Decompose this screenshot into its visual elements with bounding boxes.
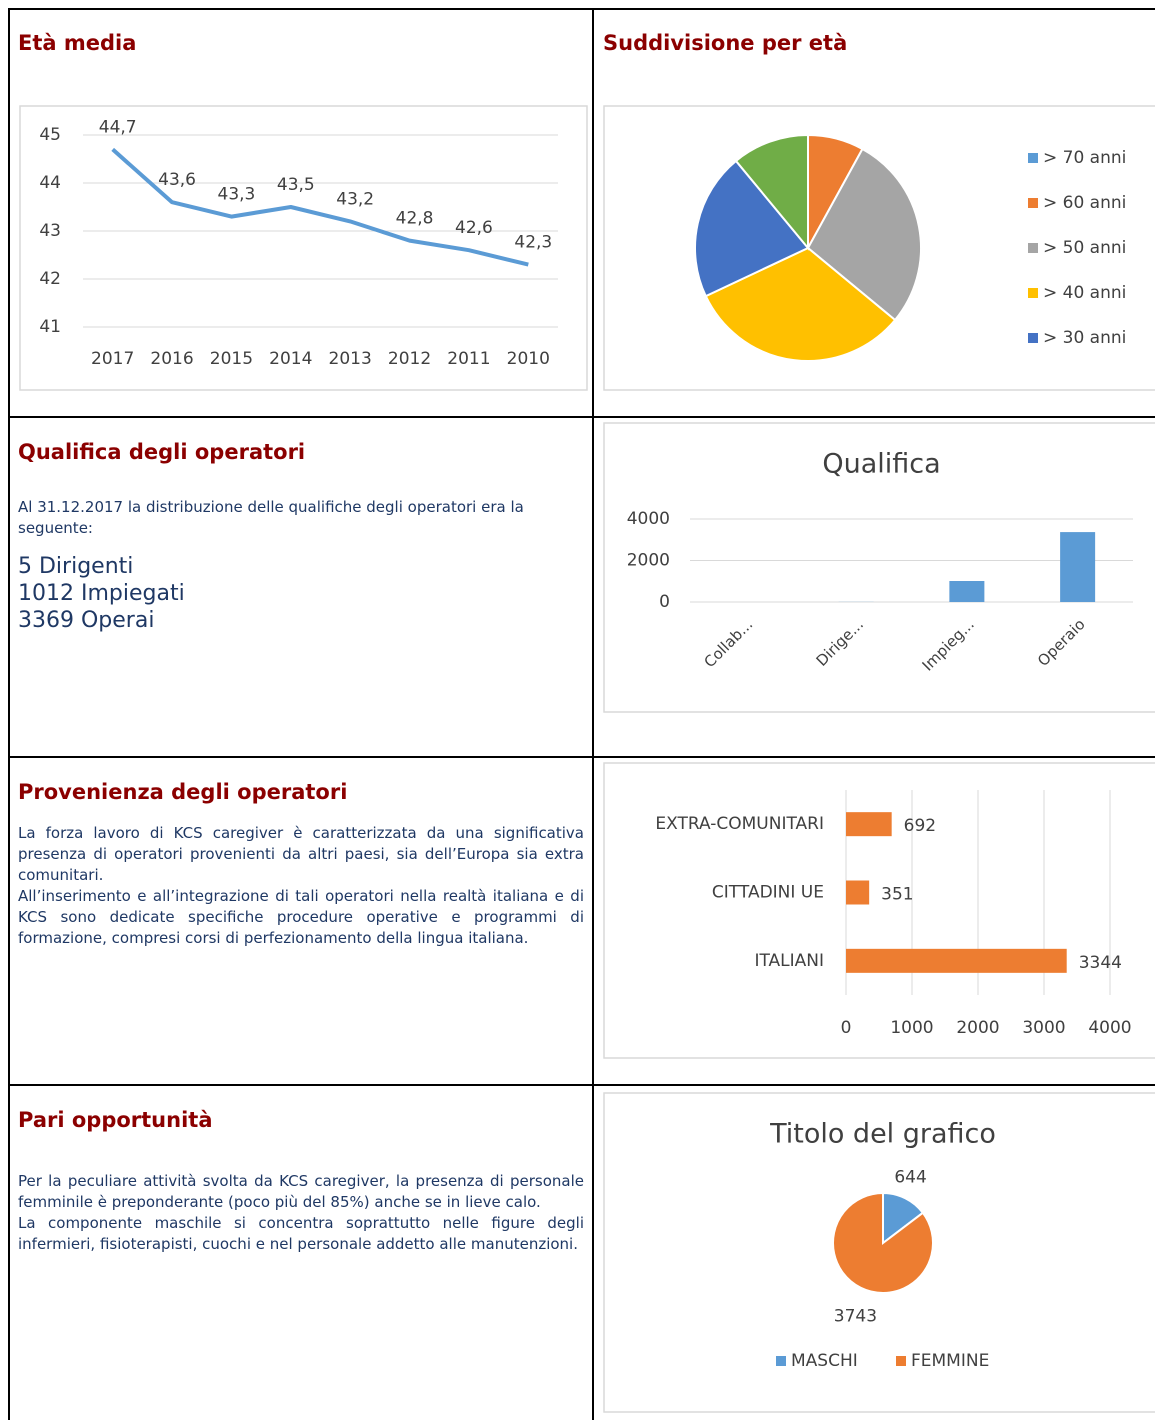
legend-swatch	[1028, 288, 1038, 298]
text: La forza lavoro di KCS caregiver è carat…	[18, 824, 584, 884]
y-tick-label: 41	[39, 317, 61, 337]
section-title: Provenienza degli operatori	[18, 780, 348, 804]
pie-slice	[694, 159, 810, 298]
section-title: Qualifica degli operatori	[18, 440, 306, 464]
item: 5 Dirigenti	[18, 554, 134, 579]
y-tick-label: EXTRA-COMUNITARI	[655, 814, 824, 834]
x-tick-label: Operaio	[1034, 615, 1089, 670]
x-tick-label: 3000	[1022, 1018, 1065, 1038]
data-label: 351	[881, 885, 913, 905]
text: All’inserimento e all’integrazione di ta…	[18, 887, 584, 947]
text: Al 31.12.2017 la distribuzione delle qua…	[18, 498, 524, 537]
x-tick-label: 2016	[150, 349, 193, 369]
data-label: 3344	[1079, 953, 1122, 973]
data-label: 43,5	[277, 175, 315, 195]
table-borders	[8, 8, 1155, 1420]
x-tick-label: Impieg...	[919, 615, 978, 674]
bar	[846, 812, 892, 837]
item: 3369 Operai	[18, 608, 155, 633]
x-tick-label: 2017	[91, 349, 134, 369]
legend-swatch	[896, 1356, 906, 1366]
legend-swatch	[1028, 243, 1038, 253]
legend-label: MASCHI	[791, 1351, 858, 1371]
text: La componente maschile si concentra sopr…	[18, 1214, 584, 1253]
x-tick-label: 2010	[507, 349, 550, 369]
x-tick-label: 2013	[329, 349, 372, 369]
bar	[846, 880, 870, 905]
x-tick-label: 2011	[447, 349, 490, 369]
legend-swatch	[1028, 153, 1038, 163]
data-label: 43,2	[336, 189, 374, 209]
data-label: 42,8	[396, 209, 434, 229]
chart-frames	[19, 105, 1155, 1413]
legend-swatch	[776, 1356, 786, 1366]
legend-label: FEMMINE	[911, 1351, 989, 1371]
x-tick-label: 0	[841, 1018, 852, 1038]
data-label: 42,3	[514, 233, 552, 253]
text: Per la peculiare attività svolta da KCS …	[18, 1172, 584, 1211]
x-tick-label: 2014	[269, 349, 312, 369]
x-tick-label: 1000	[890, 1018, 933, 1038]
chart-title: Qualifica	[822, 449, 940, 480]
x-tick-label: Collab...	[701, 615, 757, 671]
data-label: 3743	[834, 1307, 877, 1327]
pie-slice	[832, 1191, 934, 1294]
data-label: 692	[904, 816, 936, 836]
legend-label: > 30 anni	[1043, 328, 1126, 348]
x-tick-label: 2012	[388, 349, 431, 369]
paragraph: Per la peculiare attività svolta da KCS …	[18, 1171, 584, 1255]
line	[111, 147, 529, 267]
y-tick-label: 44	[39, 173, 61, 193]
x-tick-label: 4000	[1088, 1018, 1131, 1038]
y-tick-label: 4000	[627, 509, 670, 529]
legend-swatch	[1028, 333, 1038, 343]
x-tick-label: 2000	[956, 1018, 999, 1038]
y-tick-label: 2000	[627, 551, 670, 571]
x-tick-label: Dirige...	[813, 615, 868, 670]
chart-title: Titolo del grafico	[769, 1119, 996, 1150]
pie-slice	[704, 246, 897, 362]
section-title: Pari opportunità	[18, 1108, 213, 1132]
y-tick-label: ITALIANI	[754, 951, 824, 971]
item: 1012 Impiegati	[18, 581, 185, 606]
section-title: Età media	[18, 31, 137, 55]
y-tick-label: 43	[39, 221, 61, 241]
legend-label: > 40 anni	[1043, 283, 1126, 303]
pie-slice	[734, 133, 809, 251]
y-tick-label: 45	[39, 125, 61, 145]
legend-label: > 70 anni	[1043, 148, 1126, 168]
data-label: 43,6	[158, 170, 196, 190]
x-tick-label: 2015	[210, 349, 253, 369]
bar	[1060, 532, 1096, 602]
bar	[846, 948, 1067, 973]
y-tick-label: 0	[659, 592, 670, 612]
data-label: 644	[894, 1167, 926, 1187]
bar	[949, 581, 985, 602]
legend-label: > 60 anni	[1043, 193, 1126, 213]
y-tick-label: 42	[39, 269, 61, 289]
section-title: Suddivisione per età	[603, 31, 848, 55]
legend-label: > 50 anni	[1043, 238, 1126, 258]
y-tick-label: CITTADINI UE	[712, 883, 824, 903]
paragraph: Al 31.12.2017 la distribuzione delle qua…	[18, 497, 584, 634]
pie-slice	[806, 147, 922, 322]
paragraph: La forza lavoro di KCS caregiver è carat…	[18, 823, 584, 949]
legend-swatch	[1028, 198, 1038, 208]
data-label: 43,3	[218, 185, 256, 205]
data-label: 42,6	[455, 218, 493, 238]
data-label: 44,7	[99, 117, 137, 137]
